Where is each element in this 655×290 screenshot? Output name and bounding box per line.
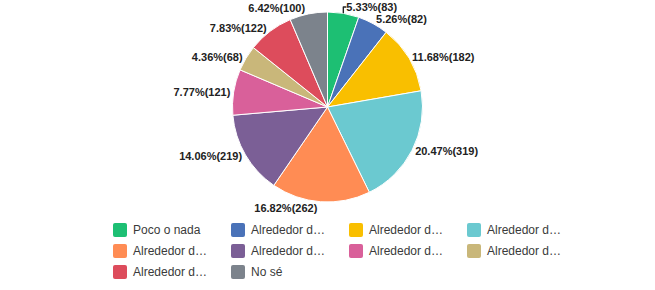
svg-text:14.06%(219): 14.06%(219) <box>179 150 242 162</box>
html-text:Alrededor d…: Alrededor d… <box>487 243 561 258</box>
svg-text:20.47%(319): 20.47%(319) <box>415 145 478 157</box>
svg-text:5.33%(83): 5.33%(83) <box>346 1 397 13</box>
html-text:Alrededor d…: Alrededor d… <box>487 222 561 237</box>
html-text:Poco o nada: Poco o nada <box>133 222 201 237</box>
svg-text:16.82%(262): 16.82%(262) <box>254 202 317 214</box>
svg-text:7.83%(122): 7.83%(122) <box>210 22 267 34</box>
html-text:Alrededor d…: Alrededor d… <box>251 222 325 237</box>
svg-text:6.42%(100): 6.42%(100) <box>248 2 305 14</box>
html-text:Alrededor d…: Alrededor d… <box>251 243 325 258</box>
html-text:Alrededor d…: Alrededor d… <box>133 243 207 258</box>
html-text:Alrededor d…: Alrededor d… <box>369 222 443 237</box>
svg-text:5.26%(82): 5.26%(82) <box>376 13 427 25</box>
html-text:Alrededor d…: Alrededor d… <box>369 243 443 258</box>
svg-text:7.77%(121): 7.77%(121) <box>173 86 230 98</box>
html-text:Alrededor d…: Alrededor d… <box>133 264 207 279</box>
svg-text:4.36%(68): 4.36%(68) <box>192 51 243 63</box>
svg-text:11.68%(182): 11.68%(182) <box>412 51 475 63</box>
html-text:No sé: No sé <box>251 264 283 279</box>
